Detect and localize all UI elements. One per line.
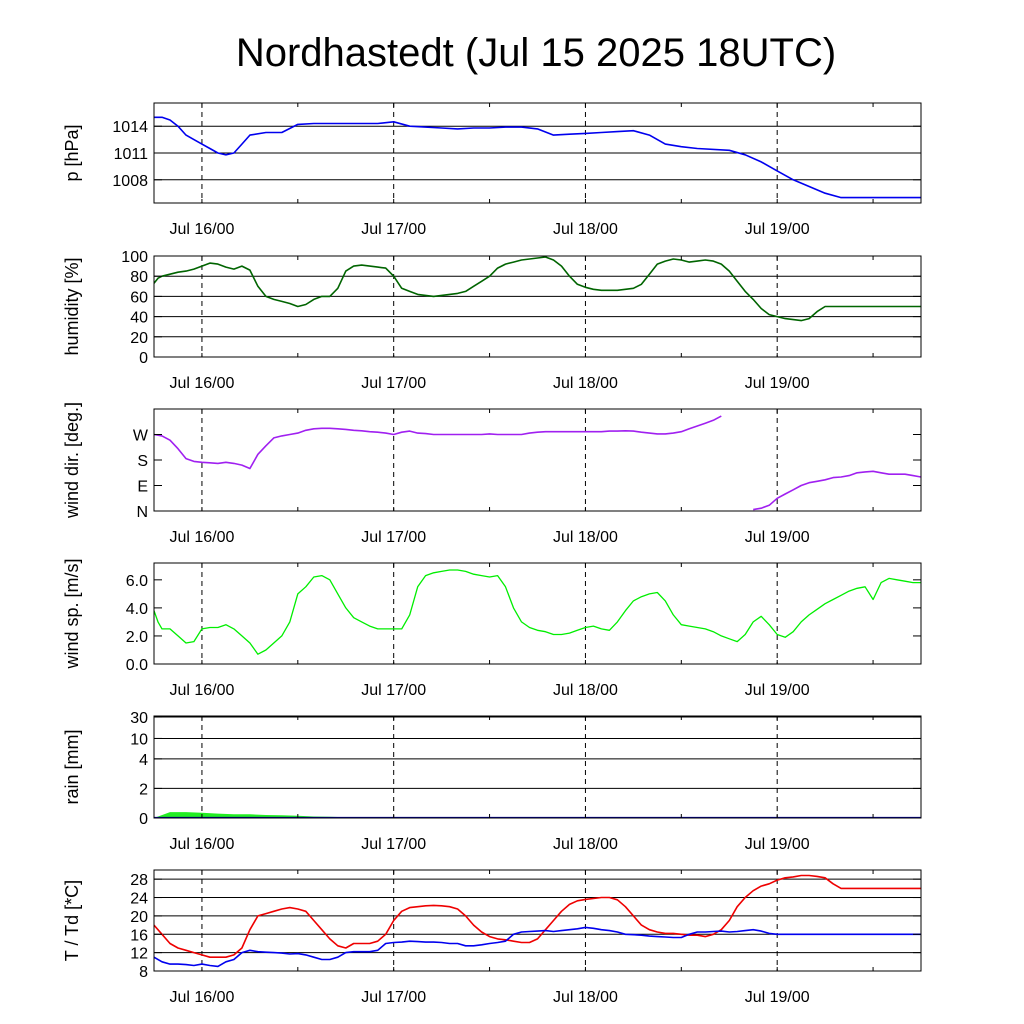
humidity-panel: 100 80 60 40 20 0 Jul 16/00 Jul 17/00 Jul 18/00 J… — [62, 249, 922, 392]
x-tick-label: Jul 16/00 — [169, 529, 234, 546]
x-tick-label: Jul 18/00 — [553, 529, 618, 546]
series-line — [154, 256, 921, 322]
x-tick-label: Jul 17/00 — [361, 375, 426, 392]
x-tick-label: Jul 16/00 — [169, 836, 234, 853]
y-tick-label: 1008 — [112, 173, 148, 190]
x-tick-label: Jul 17/00 — [361, 682, 426, 699]
y-tick-label: 24 — [130, 891, 148, 908]
x-tick-label: Jul 17/00 — [361, 529, 426, 546]
plot-frame — [153, 869, 922, 972]
y-tick-label: 40 — [130, 310, 148, 327]
series-line-td — [154, 926, 921, 968]
y-tick-label: 2.0 — [126, 629, 148, 646]
x-tick-label: Jul 18/00 — [553, 989, 618, 1006]
series-line — [154, 116, 921, 199]
y-tick-label: 6.0 — [126, 573, 148, 590]
x-tick-label: Jul 16/00 — [169, 682, 234, 699]
x-tick-label: Jul 19/00 — [745, 221, 810, 238]
y-tick-label: 100 — [121, 249, 148, 266]
x-tick-label: Jul 16/00 — [169, 989, 234, 1006]
x-tick-label: Jul 19/00 — [745, 989, 810, 1006]
x-tick-label: Jul 18/00 — [553, 375, 618, 392]
y-tick-label: 1014 — [112, 119, 148, 136]
y-tick-label: 2 — [139, 781, 148, 798]
x-tick-label: Jul 18/00 — [553, 221, 618, 238]
y-tick-label: S — [137, 453, 148, 470]
x-tick-label: Jul 19/00 — [745, 529, 810, 546]
y-tick-label: 4.0 — [126, 601, 148, 618]
chart-title: Nordhastedt (Jul 15 2025 18UTC) — [236, 31, 836, 75]
x-tick-label: Jul 17/00 — [361, 221, 426, 238]
x-tick-label: Jul 16/00 — [169, 375, 234, 392]
y-tick-label: 10 — [130, 731, 148, 748]
series-line-t — [154, 874, 921, 958]
pressure-panel: 1014 1011 1008 Jul 16/00 Jul 17/00 Jul 18/00 J… — [62, 102, 922, 238]
y-tick-label: 16 — [130, 927, 148, 944]
x-tick-label: Jul 18/00 — [553, 682, 618, 699]
y-tick-label: N — [136, 504, 148, 521]
rain-panel: 30 10 4 2 0 Jul 16/00 Jul 17/00 Jul 18/00 Jul 19… — [62, 710, 922, 853]
y-axis-label: humidity [%] — [62, 257, 82, 355]
y-tick-label: 60 — [130, 289, 148, 306]
series-line — [154, 569, 921, 655]
x-tick-label: Jul 19/00 — [745, 682, 810, 699]
y-axis-label: p [hPa] — [62, 124, 82, 181]
y-tick-label: 30 — [130, 710, 148, 727]
y-axis-label: T / Td [*C] — [62, 880, 82, 961]
y-tick-label: 12 — [130, 946, 148, 963]
x-tick-label: Jul 19/00 — [745, 375, 810, 392]
y-axis-label: wind sp. [m/s] — [62, 558, 82, 669]
x-tick-label: Jul 18/00 — [553, 836, 618, 853]
y-tick-label: 20 — [130, 909, 148, 926]
series-line-segment-2 — [753, 470, 921, 511]
y-axis-label: wind dir. [deg.] — [62, 402, 82, 519]
x-tick-label: Jul 17/00 — [361, 836, 426, 853]
series-line-segment-1 — [154, 415, 722, 470]
y-tick-label: 80 — [130, 269, 148, 286]
y-axis-label: rain [mm] — [62, 729, 82, 804]
plot-frame — [153, 255, 922, 358]
x-tick-label: Jul 16/00 — [169, 221, 234, 238]
y-tick-label: 0 — [139, 350, 148, 367]
y-tick-label: 0 — [139, 811, 148, 828]
plot-frame — [153, 715, 922, 819]
y-tick-label: 20 — [130, 330, 148, 347]
plot-frame — [153, 562, 922, 665]
y-tick-label: 8 — [139, 964, 148, 981]
wind-speed-panel: 6.0 4.0 2.0 0.0 Jul 16/00 Jul 17/00 Jul 18/00 J… — [62, 558, 922, 699]
y-tick-label: 28 — [130, 872, 148, 889]
y-tick-label: 1011 — [114, 146, 149, 163]
plot-frame — [153, 408, 922, 512]
y-tick-label: 4 — [139, 752, 148, 769]
y-tick-label: 0.0 — [126, 657, 148, 674]
y-tick-label: E — [137, 479, 148, 496]
x-tick-label: Jul 17/00 — [361, 989, 426, 1006]
x-tick-label: Jul 19/00 — [745, 836, 810, 853]
y-tick-label: W — [133, 428, 149, 445]
